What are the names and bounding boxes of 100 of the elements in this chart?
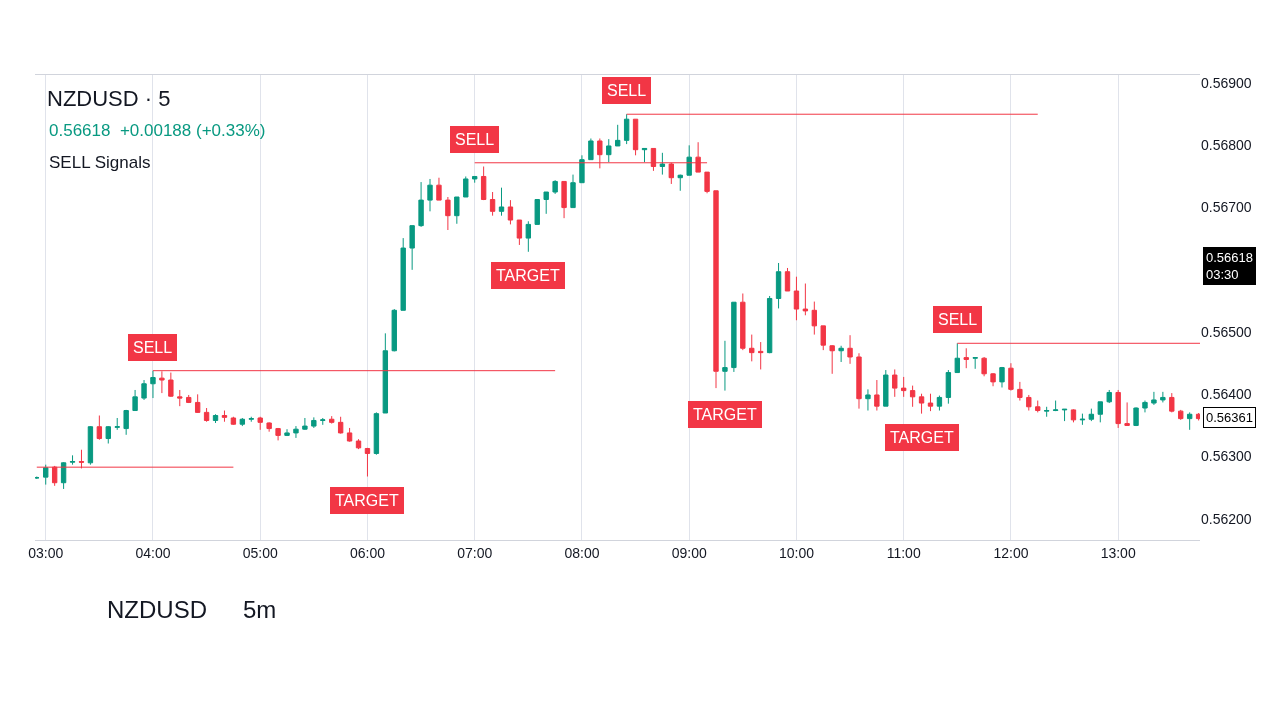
candlestick — [892, 368, 898, 398]
candlestick — [820, 325, 826, 351]
candlestick — [257, 416, 263, 431]
candlestick — [1142, 400, 1148, 413]
candlestick — [570, 174, 576, 209]
candlestick — [659, 152, 666, 176]
candlestick — [1070, 408, 1077, 423]
candlestick — [489, 191, 496, 217]
candlestick — [507, 199, 514, 225]
x-tick-label: 07:00 — [457, 544, 493, 561]
candlestick — [87, 425, 94, 466]
text: 0.56361 — [1206, 410, 1253, 425]
candlestick — [168, 372, 174, 398]
candlestick — [856, 352, 862, 410]
y-tick-label: 0.56200 — [1201, 510, 1252, 527]
candlestick — [1160, 391, 1166, 403]
candlestick — [865, 388, 871, 412]
candlestick — [999, 366, 1005, 388]
candlestick — [311, 416, 317, 429]
candlestick — [364, 447, 371, 478]
annotation: SELL — [607, 82, 647, 99]
candlestick — [480, 166, 487, 201]
candlestick — [275, 427, 281, 441]
candlestick — [284, 428, 290, 437]
text: 5m — [243, 596, 277, 623]
candlestick — [186, 394, 192, 404]
candlestick — [722, 340, 728, 392]
x-tick-label: 10:00 — [778, 544, 815, 561]
candlestick — [588, 137, 594, 161]
candlestick — [105, 425, 111, 445]
candlestick — [498, 187, 505, 217]
candlestick — [1052, 400, 1059, 412]
candlestick — [632, 118, 639, 156]
candlestick — [802, 283, 809, 316]
candlestick — [203, 407, 210, 423]
candlestick — [1169, 392, 1175, 413]
candlestick — [615, 124, 621, 147]
candlestick — [525, 220, 532, 253]
y-tick-label: 0.56900 — [1201, 74, 1252, 91]
candlestick — [623, 113, 630, 145]
candlestick — [248, 416, 254, 423]
candlestick — [141, 379, 147, 401]
candlestick — [704, 171, 710, 194]
candlestick — [766, 295, 773, 354]
candlestick — [927, 393, 934, 412]
candlestick — [427, 178, 433, 212]
candlestick — [1088, 408, 1095, 422]
candlestick — [981, 356, 987, 377]
text: NZDUSD · 5 — [47, 85, 171, 111]
annotation: TARGET — [496, 267, 560, 284]
x-tick-label: 11:00 — [886, 544, 921, 561]
annotation: SELL — [133, 339, 173, 356]
candlestick — [543, 191, 549, 215]
candlestick — [60, 461, 67, 490]
candlestick — [409, 225, 415, 271]
candlestick — [212, 413, 219, 424]
text: NZDUSD — [107, 596, 207, 623]
x-tick-label: 04:00 — [135, 544, 171, 561]
candlestick — [900, 376, 907, 398]
candlestick — [114, 417, 120, 431]
candlestick — [1115, 389, 1121, 429]
candlestick — [355, 438, 362, 450]
annotation: SELL Signals — [49, 153, 151, 172]
candlestick — [445, 196, 451, 231]
candlestick — [552, 179, 558, 195]
candlestick — [749, 334, 755, 362]
candlestick — [230, 416, 237, 426]
y-tick-label: 0.56700 — [1201, 199, 1252, 216]
candlestick — [1079, 413, 1086, 426]
candlestick — [463, 175, 469, 198]
candlestick — [177, 389, 183, 407]
annotation: TARGET — [890, 429, 954, 446]
candlestick — [239, 417, 246, 427]
y-tick-label: 0.56400 — [1201, 386, 1252, 403]
x-tick-label: 03:00 — [28, 544, 64, 561]
candlestick — [686, 144, 692, 176]
candlestick — [936, 395, 943, 412]
candlestick — [266, 421, 272, 433]
candlestick — [418, 181, 424, 228]
candlestick — [472, 175, 478, 184]
x-tick-label: 06:00 — [349, 544, 386, 561]
candlestick — [1026, 394, 1032, 412]
candlestick — [990, 372, 996, 387]
candlestick — [963, 347, 969, 369]
x-tick-label: 13:00 — [1100, 544, 1136, 561]
candlestick — [740, 292, 746, 351]
candlestick — [382, 332, 389, 414]
candlestick — [346, 427, 353, 443]
candlestick — [731, 301, 737, 373]
text: 0.56618 03:30 — [1206, 250, 1253, 282]
candlestick — [1061, 408, 1068, 422]
candlestick — [1178, 409, 1184, 421]
candlestick — [534, 199, 540, 225]
x-tick-label: 08:00 — [564, 544, 600, 561]
y-tick-label: 0.56500 — [1201, 323, 1252, 340]
candlestick — [221, 410, 228, 423]
candlestick — [150, 370, 156, 399]
candlestick — [1124, 401, 1130, 426]
candlestick — [436, 177, 442, 201]
y-tick-label: 0.56800 — [1201, 137, 1252, 154]
